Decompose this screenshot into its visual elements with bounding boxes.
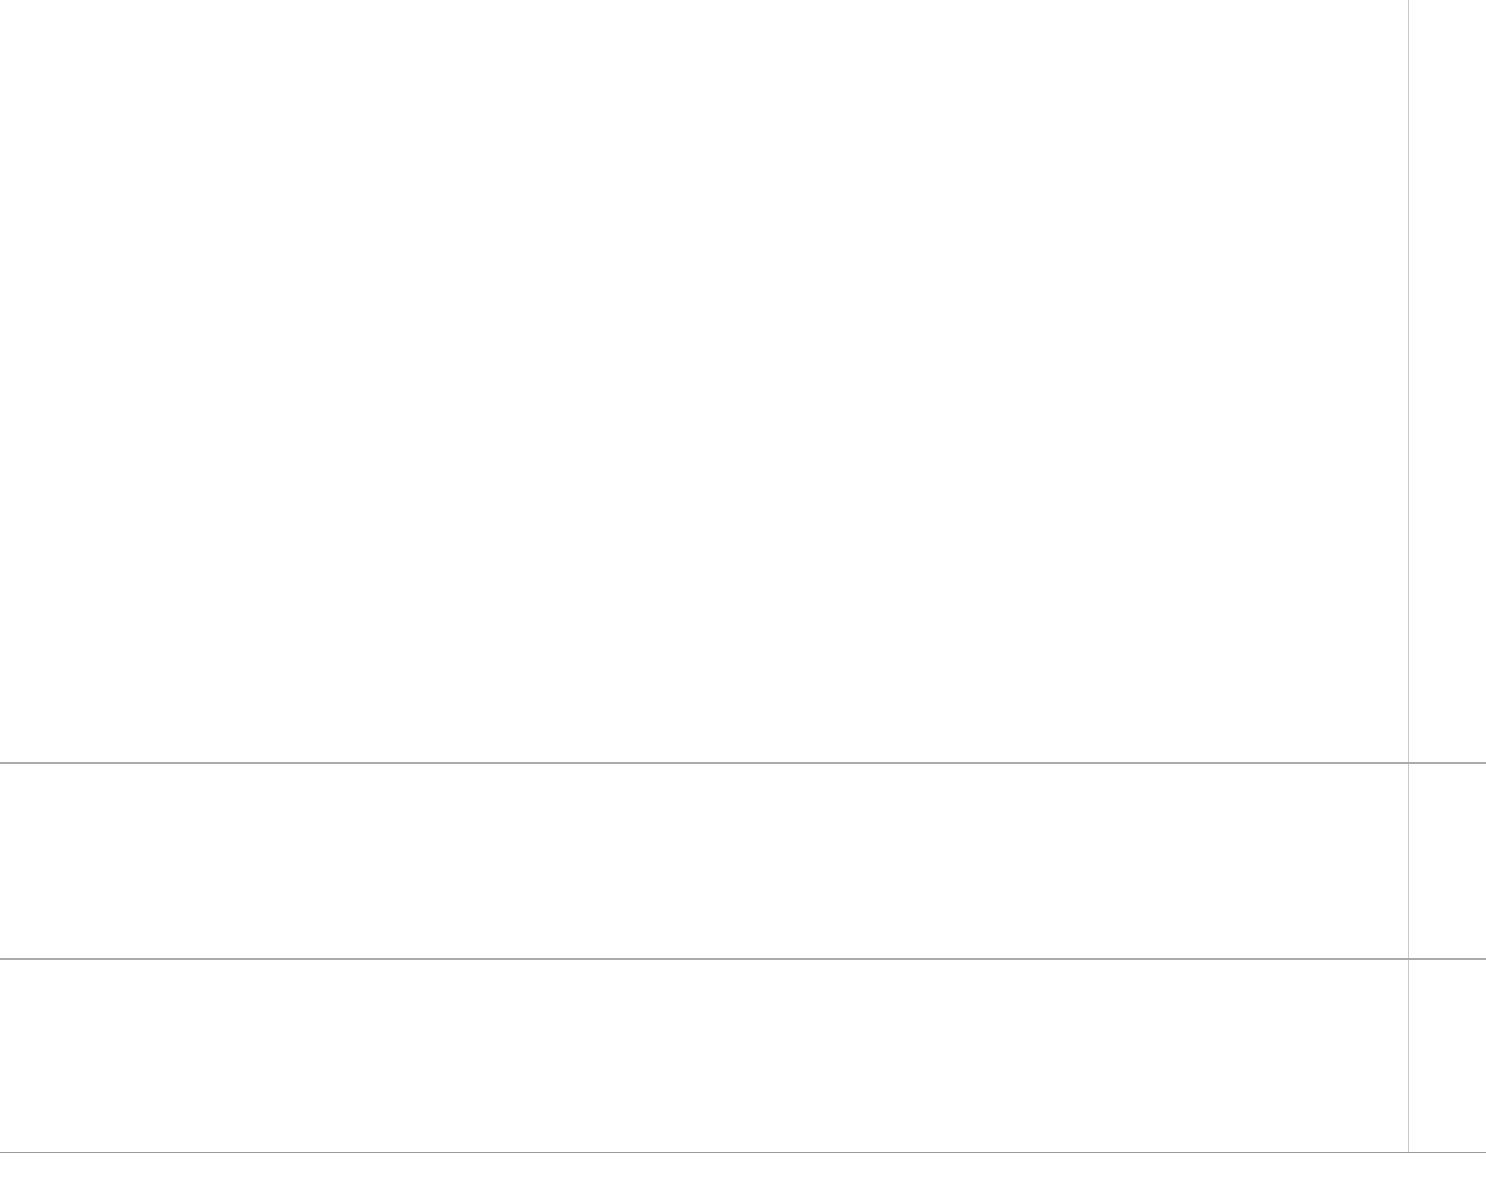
volume-indicator-row[interactable] <box>6 771 36 788</box>
bollinger-indicator-row[interactable] <box>6 27 56 44</box>
cci-indicator-row[interactable] <box>6 967 36 984</box>
time-axis-line <box>0 1152 1486 1153</box>
panel-divider-volume-cci[interactable] <box>0 958 1486 960</box>
volume-chart-surface[interactable] <box>0 764 1408 958</box>
price-axis-border <box>1408 0 1409 1152</box>
ohlc-header-row <box>6 5 76 22</box>
price-chart-surface[interactable] <box>0 0 1408 762</box>
cci-chart-surface[interactable] <box>0 960 1408 1152</box>
panel-divider-main-volume[interactable] <box>0 762 1486 764</box>
